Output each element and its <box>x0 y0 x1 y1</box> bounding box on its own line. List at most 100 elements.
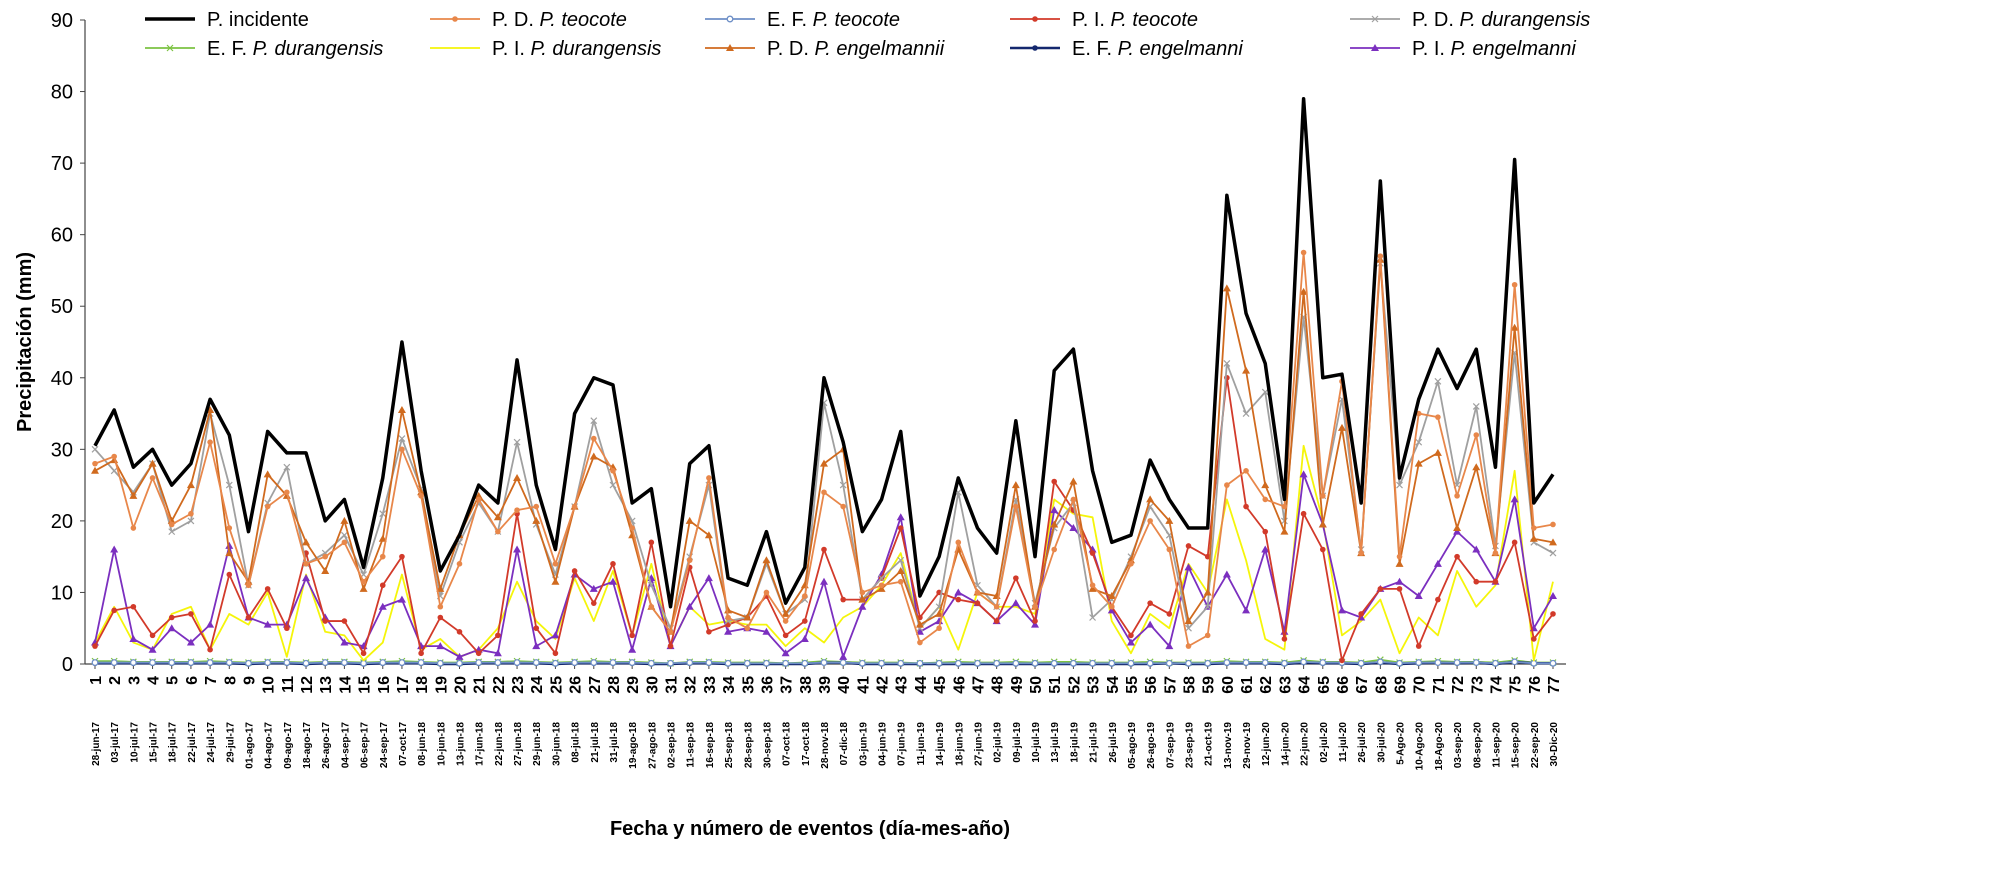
x-date-label: 18-jun-19 <box>954 722 965 766</box>
data-point <box>225 541 234 549</box>
data-point <box>993 659 1001 667</box>
x-date-label: 12-jun-20 <box>1261 722 1272 766</box>
x-tick-label: 12 <box>299 676 316 694</box>
x-tick-label: 71 <box>1431 676 1448 694</box>
data-point <box>1377 253 1384 259</box>
x-date-label: 14-jun-20 <box>1280 722 1291 766</box>
legend-marker <box>166 44 174 52</box>
data-point <box>1146 620 1155 628</box>
data-point <box>1319 546 1326 553</box>
x-tick-label: 30 <box>644 676 661 694</box>
data-point <box>1088 584 1097 592</box>
data-point <box>1185 659 1192 667</box>
data-point <box>1089 582 1096 589</box>
x-tick-label: 74 <box>1488 676 1505 694</box>
data-point <box>283 659 291 667</box>
y-tick-label: 50 <box>51 296 73 318</box>
data-point <box>667 659 674 667</box>
x-date-label: 27-jun-18 <box>513 722 524 766</box>
data-point <box>1357 659 1365 667</box>
data-point <box>648 603 655 610</box>
x-tick-label: 64 <box>1297 676 1314 694</box>
x-tick-label: 44 <box>913 676 930 694</box>
y-tick-label: 10 <box>51 582 73 604</box>
data-point <box>1223 659 1231 667</box>
data-point <box>859 589 866 596</box>
x-date-label: 13-jun-18 <box>456 722 467 766</box>
data-point <box>802 618 808 624</box>
x-date-label: 15-sep-20 <box>1511 722 1522 769</box>
x-date-label: 27-ago-18 <box>647 722 658 769</box>
data-point <box>1051 546 1058 553</box>
x-date-label: 10-jul-19 <box>1031 722 1042 763</box>
data-point <box>590 417 598 425</box>
x-date-label: 28-jun-17 <box>91 722 102 766</box>
data-point <box>206 620 215 628</box>
data-point <box>762 659 770 667</box>
x-tick-label: 21 <box>472 676 489 694</box>
data-point <box>1549 592 1557 600</box>
x-tick-label: 9 <box>241 676 258 685</box>
data-point <box>1491 659 1499 667</box>
data-point <box>1299 287 1308 295</box>
x-date-label: 05-ago-19 <box>1127 722 1138 769</box>
plot-area <box>91 96 1557 667</box>
data-point <box>436 659 444 667</box>
x-tick-label: 2 <box>107 676 124 685</box>
x-tick-label: 5 <box>165 676 182 685</box>
x-date-label: 26-jul-19 <box>1108 722 1119 763</box>
data-point <box>590 659 598 667</box>
data-point <box>647 659 655 667</box>
data-point <box>1031 620 1040 628</box>
x-tick-label: 65 <box>1316 676 1333 694</box>
data-point <box>1472 402 1480 410</box>
data-point <box>475 496 482 503</box>
data-point <box>629 525 635 531</box>
legend-entry: E. F. P. durangensis <box>145 38 383 60</box>
x-date-label: 08-jul-18 <box>571 722 582 763</box>
data-point <box>129 659 137 667</box>
legend-marker <box>726 44 734 51</box>
x-tick-label: 6 <box>184 676 201 685</box>
data-point <box>168 614 175 621</box>
data-point <box>245 614 252 621</box>
data-point <box>1453 524 1462 532</box>
x-tick-label: 56 <box>1143 676 1160 694</box>
y-tick-label: 20 <box>51 511 73 533</box>
data-point <box>321 659 329 667</box>
data-point <box>1280 627 1289 635</box>
data-point <box>1242 366 1251 374</box>
data-point <box>378 534 387 542</box>
x-tick-label: 38 <box>798 676 815 694</box>
x-tick-label: 50 <box>1028 676 1045 694</box>
data-point <box>399 446 405 453</box>
data-point <box>1339 657 1345 664</box>
x-tick-label: 72 <box>1450 676 1467 694</box>
data-point <box>360 650 367 657</box>
data-point <box>341 618 348 624</box>
data-point <box>744 625 751 632</box>
data-point <box>399 553 405 560</box>
data-point <box>1126 638 1135 646</box>
x-tick-label: 29 <box>625 676 642 694</box>
x-tick-label: 66 <box>1335 676 1352 694</box>
data-point <box>91 445 99 453</box>
data-point <box>1414 592 1423 600</box>
data-point <box>1434 659 1442 667</box>
x-date-label: 31-jul-18 <box>609 722 620 763</box>
data-point <box>1223 360 1231 367</box>
x-tick-label: 32 <box>683 676 700 694</box>
data-point <box>397 405 406 413</box>
y-tick-label: 40 <box>51 368 73 390</box>
data-point <box>1300 249 1307 256</box>
data-point <box>762 627 771 635</box>
x-tick-label: 60 <box>1220 676 1237 694</box>
series-line <box>94 376 1554 662</box>
x-tick-label: 1 <box>88 676 105 685</box>
y-tick-label: 80 <box>51 82 73 104</box>
x-date-label: 08-jun-18 <box>417 722 428 766</box>
x-date-label: 13-nov-19 <box>1223 722 1234 769</box>
y-axis-title: Precipitación (mm) <box>14 252 36 432</box>
data-point <box>1300 510 1307 517</box>
data-point <box>589 584 598 592</box>
